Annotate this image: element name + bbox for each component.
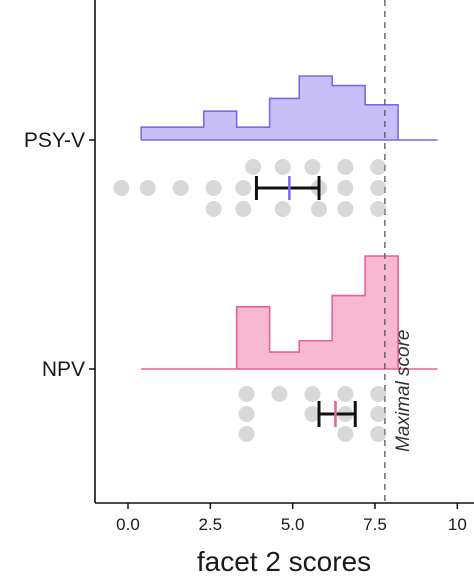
data-point-npv-1: [238, 406, 255, 422]
y-tick-label-npv: NPV: [42, 358, 85, 381]
histogram-fill-npv: [236, 256, 399, 369]
data-point-npv-10: [370, 406, 387, 422]
data-point-npv-3: [271, 386, 288, 402]
data-point-npv-5: [304, 406, 321, 422]
reference-line-label: Maximal score: [393, 330, 414, 452]
y-tick-label-psy-v: PSY-V: [24, 129, 85, 152]
data-point-npv-6: [337, 386, 354, 402]
data-point-npv-9: [370, 386, 387, 402]
data-point-psy-v-3: [205, 180, 222, 196]
x-tick-label-2: 5.0: [281, 515, 305, 534]
data-point-psy-v-7: [245, 159, 262, 175]
x-tick-label-4: 10: [448, 515, 467, 534]
histogram-outline-psy-v: [140, 75, 399, 140]
data-point-psy-v-18: [370, 201, 387, 217]
data-point-psy-v-2: [172, 180, 189, 196]
data-point-npv-4: [304, 386, 321, 402]
interval-layer: [254, 176, 357, 427]
data-point-psy-v-9: [274, 201, 291, 217]
x-tick-label-0: 0.0: [116, 515, 140, 534]
data-point-psy-v-15: [337, 201, 354, 217]
data-point-npv-8: [337, 426, 354, 442]
data-point-npv-2: [238, 426, 255, 442]
data-point-psy-v-4: [205, 201, 222, 217]
x-tick-label-3: 7.5: [363, 515, 387, 534]
axes-layer: PSY-V NPV 0.0 2.5 5.0 7.5 10 facet 2 scores: [24, 0, 474, 577]
x-axis-title: facet 2 scores: [197, 546, 371, 577]
data-point-psy-v-16: [370, 159, 387, 175]
data-point-psy-v-12: [311, 201, 328, 217]
data-point-npv-0: [238, 386, 255, 402]
reference-line-layer: Maximal score: [384, 0, 414, 503]
points-layer: [113, 159, 387, 442]
data-point-psy-v-5: [235, 180, 252, 196]
data-point-psy-v-13: [337, 159, 354, 175]
data-point-psy-v-14: [337, 180, 354, 196]
data-point-psy-v-0: [113, 180, 130, 196]
histogram-outline-npv: [235, 255, 399, 369]
data-point-psy-v-6: [235, 201, 252, 217]
data-point-psy-v-10: [304, 159, 321, 175]
histogram-layer: [140, 75, 438, 370]
data-point-psy-v-8: [274, 159, 291, 175]
data-point-psy-v-17: [370, 180, 387, 196]
data-point-psy-v-1: [139, 180, 156, 196]
data-point-npv-11: [370, 426, 387, 442]
x-tick-label-1: 2.5: [199, 515, 223, 534]
